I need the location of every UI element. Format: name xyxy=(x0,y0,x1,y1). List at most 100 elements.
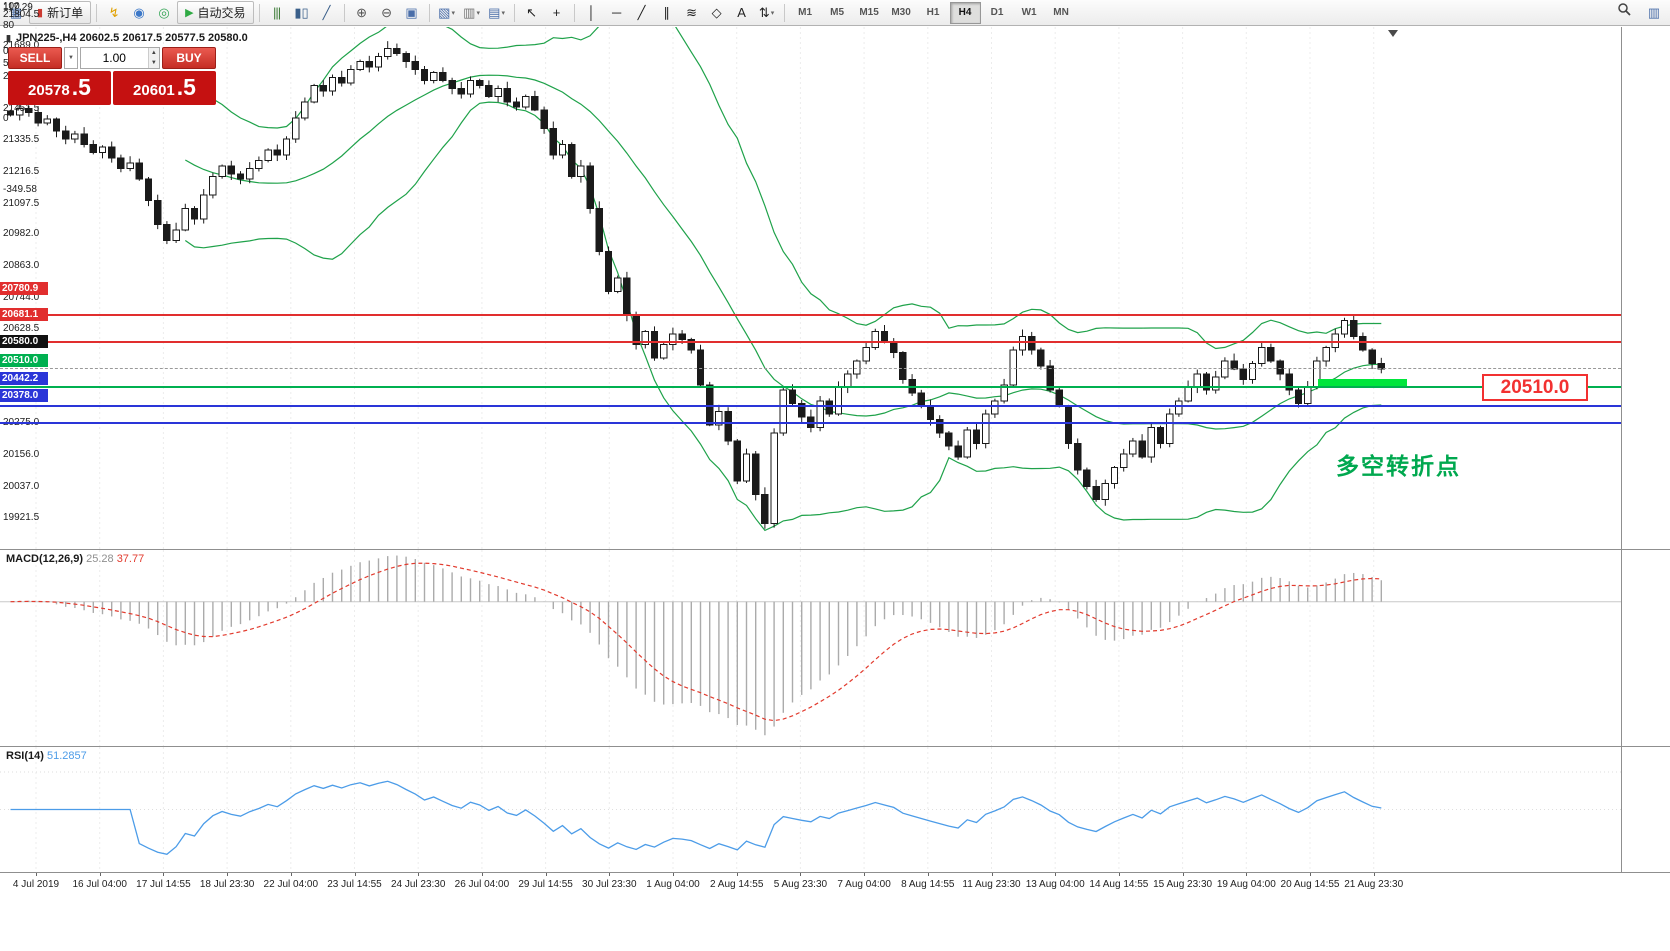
rsi-panel[interactable]: RSI(14) 51.2857 xyxy=(0,747,1621,872)
dropdown-arrow-icon[interactable]: ▾ xyxy=(451,9,455,17)
trade-row-buttons: SELL ▼ ▲ ▼ BUY xyxy=(8,47,216,69)
timeframe-button-h4[interactable]: H4 xyxy=(949,1,981,24)
arrows-icon[interactable]: ⇅ ▾ xyxy=(758,4,775,20)
community-icon[interactable]: ◎ xyxy=(158,4,170,20)
time-axis-tick xyxy=(1310,873,1311,876)
candle-body xyxy=(1037,349,1045,367)
candle-body xyxy=(715,410,723,426)
time-axis-label: 2 Aug 14:55 xyxy=(709,879,764,890)
horizontal-level-line-20510[interactable] xyxy=(0,386,1621,389)
candle-body xyxy=(1074,443,1082,471)
volume-down-button[interactable]: ▼ xyxy=(148,58,159,68)
tile-windows-icon[interactable]: ▣ xyxy=(405,4,418,20)
candle-body xyxy=(163,224,171,242)
time-axis-label: 8 Aug 14:55 xyxy=(901,879,955,890)
price-axis-badge-20780.9: 20780.9 xyxy=(0,281,48,295)
crosshair-icon[interactable]: + xyxy=(552,5,561,20)
vertical-line-icon[interactable]: │ xyxy=(587,5,596,20)
candle-body xyxy=(954,445,962,458)
dropdown-arrow-icon[interactable]: ▾ xyxy=(476,9,480,17)
timeframe-button-m5[interactable]: M5 xyxy=(830,7,845,18)
macd-panel[interactable]: MACD(12,26,9) 25.28 37.77 xyxy=(0,550,1621,746)
text-icon[interactable]: A xyxy=(737,5,746,20)
candle-body xyxy=(190,208,199,220)
buy-price-box[interactable]: 20601 .5 xyxy=(113,71,216,105)
turning-point-label[interactable]: 多空转折点 xyxy=(1336,453,1461,479)
volume-dropdown-button[interactable]: ▼ xyxy=(64,47,78,69)
candle-body xyxy=(972,429,981,445)
candle-body xyxy=(1166,413,1174,445)
horizontal-line-icon[interactable]: ─ xyxy=(611,5,622,20)
timeframe-button-h1[interactable]: H1 xyxy=(926,7,940,18)
candle-body xyxy=(172,229,180,242)
candle-body xyxy=(89,143,97,153)
price-axis-badge-20442.2: 20442.2 xyxy=(0,372,48,386)
trendline-icon[interactable]: ╱ xyxy=(637,4,646,20)
candle-body xyxy=(1212,376,1220,391)
panel-separator[interactable] xyxy=(0,549,1670,550)
price-annotation-box[interactable]: 20510.0 xyxy=(1482,374,1588,401)
horizontal-level-line-20780.9[interactable] xyxy=(0,314,1621,316)
dropdown-arrow-icon[interactable]: ▾ xyxy=(501,9,505,17)
timeframe-button-m15[interactable]: M15 xyxy=(859,7,879,18)
time-axis-tick xyxy=(864,873,866,876)
candle-body xyxy=(476,79,484,87)
candle-body xyxy=(926,405,935,421)
main-chart-panel[interactable]: ▮ JPN225-,H4 20602.5 20617.5 20577.5 205… xyxy=(0,27,1621,549)
volume-up-button[interactable]: ▲ xyxy=(148,48,159,58)
auto-trading-button[interactable]: ▶ 自动交易 xyxy=(177,1,254,24)
lightning-icon[interactable]: ↯ xyxy=(108,4,120,20)
shapes-icon[interactable]: ◇ xyxy=(711,4,722,20)
bars-chart-icon[interactable]: ||| xyxy=(272,5,281,20)
horizontal-level-line-20442.2[interactable] xyxy=(0,404,1621,407)
cursor-icon[interactable]: ↖ xyxy=(526,4,538,20)
buy-button[interactable]: BUY xyxy=(162,47,216,69)
time-axis-tick xyxy=(36,873,37,876)
fibonacci-icon[interactable]: ≋ xyxy=(686,4,698,20)
toolbar-separator xyxy=(573,3,575,22)
timeframe-button-mn[interactable]: MN xyxy=(1053,7,1069,18)
channel-icon[interactable]: ∥ xyxy=(663,4,670,20)
new-order-button[interactable]: ▮ 新订单 xyxy=(29,1,92,24)
panel-separator[interactable] xyxy=(0,746,1670,747)
candlestick-chart-canvas[interactable] xyxy=(0,27,1621,549)
new-chart-icon[interactable]: ▧ ▾ xyxy=(438,4,455,20)
macd-chart-canvas[interactable] xyxy=(0,550,1621,746)
timeframe-button-m1[interactable]: M1 xyxy=(798,7,813,18)
panels-icon[interactable]: ▥ xyxy=(1647,4,1661,20)
time-axis[interactable]: 4 Jul 2019 16 Jul 04:00 17 Jul 14:55 18 Jul… xyxy=(0,873,1670,895)
dropdown-arrow-icon[interactable]: ▾ xyxy=(770,9,775,17)
volume-input[interactable] xyxy=(81,48,148,68)
horizontal-level-line-20580[interactable] xyxy=(0,368,1621,370)
search-icon[interactable] xyxy=(1616,1,1640,25)
indicators-icon[interactable]: ▤ ▾ xyxy=(488,4,505,20)
rsi-chart-canvas[interactable] xyxy=(0,747,1621,872)
sell-button[interactable]: SELL xyxy=(8,47,62,69)
zoom-out-icon[interactable]: ⊖ xyxy=(381,4,393,20)
line-chart-icon[interactable]: ╱ xyxy=(322,4,331,20)
volume-field-wrap: ▲ ▼ xyxy=(80,47,160,69)
timeframe-button-d1[interactable]: D1 xyxy=(990,7,1004,18)
charts-icon[interactable]: ▦ xyxy=(9,4,23,20)
accounts-icon[interactable]: ◉ xyxy=(133,4,145,20)
candle-body xyxy=(71,133,79,140)
horizontal-level-line-20378[interactable] xyxy=(0,421,1621,424)
candle-body xyxy=(1239,368,1247,380)
time-axis-label: 22 Jul 04:00 xyxy=(263,879,319,890)
profiles-icon[interactable]: ▥ ▾ xyxy=(463,4,480,20)
candle-body xyxy=(614,277,622,292)
candle-body xyxy=(236,173,245,180)
sell-price-box[interactable]: 20578 .5 xyxy=(8,71,111,105)
time-axis-tick xyxy=(1246,873,1248,876)
zoom-in-icon[interactable]: ⊕ xyxy=(356,4,368,20)
candle-body xyxy=(1129,440,1137,455)
timeframe-button-m30[interactable]: M30 xyxy=(891,7,911,18)
candle-body xyxy=(1304,386,1312,404)
support-highlight-bar[interactable] xyxy=(1318,379,1407,386)
candles-chart-icon[interactable]: ▮▯ xyxy=(294,4,309,20)
timeframe-button-w1[interactable]: W1 xyxy=(1021,7,1037,18)
chart-shift-marker[interactable] xyxy=(1388,30,1398,37)
horizontal-level-line-20681.1[interactable] xyxy=(0,341,1621,343)
candle-body xyxy=(144,178,153,202)
candle-body xyxy=(1101,483,1109,501)
